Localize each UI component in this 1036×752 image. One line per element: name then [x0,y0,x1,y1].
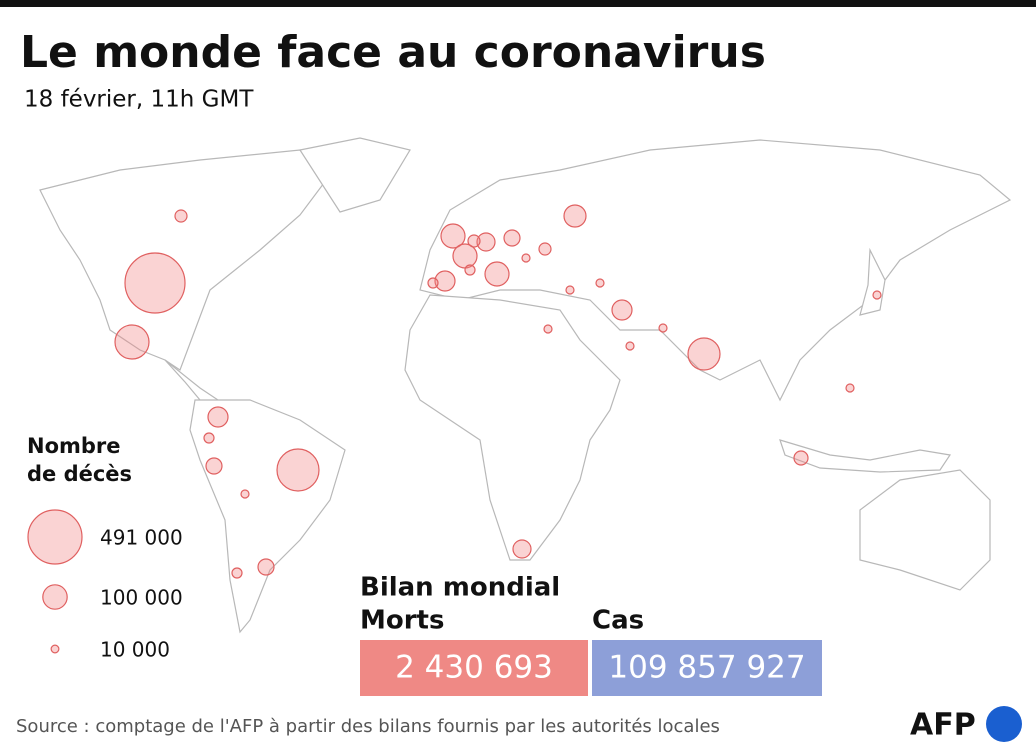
south-america [189,399,346,634]
country-bubble [793,450,809,466]
legend-label: 491 000 [100,526,183,550]
indonesia [779,439,952,473]
country-bubble [174,209,188,223]
country-bubble [658,323,668,333]
legend-title: Nombre [27,434,121,458]
cases-value: 109 857 927 [608,650,805,686]
country-bubble [427,277,439,289]
legend-circle [27,509,83,565]
country-bubble [231,567,243,579]
country-bubble [464,264,476,276]
eurasia [419,139,1012,402]
country-bubble [452,243,478,269]
country-bubble [240,489,250,499]
country-bubble [625,341,635,351]
country-bubble [205,457,223,475]
country-bubble [467,234,481,248]
logo-dot [986,706,1022,742]
greenland [299,137,411,213]
legend-label: 10 000 [100,638,170,662]
australia [859,469,991,591]
country-bubble [503,229,521,247]
north-america [39,149,331,371]
source: Source : comptage de l'AFP à partir des … [16,716,720,737]
summary-title: Bilan mondial [360,573,560,603]
country-bubble [257,558,275,576]
deaths-label: Morts [360,606,444,636]
cases-box [592,640,822,696]
country-bubble [512,539,532,559]
logo: AFP [910,708,976,743]
legend: Nombre de décès 491 000 100 000 10 000 [27,434,183,662]
country-bubble [565,285,575,295]
country-bubble [207,406,229,428]
country-bubbles [114,204,882,579]
country-bubble [543,324,553,334]
country-bubble [114,324,150,360]
country-bubble [845,383,855,393]
country-bubble [434,270,456,292]
country-bubble [476,232,496,252]
country-bubble [440,223,466,249]
legend-label: 100 000 [100,586,183,610]
country-bubble [563,204,587,228]
africa [404,294,621,561]
subtitle: 18 février, 11h GMT [24,87,254,113]
legend-circle [42,584,68,610]
title: Le monde face au coronavirus [20,27,766,78]
country-bubble [538,242,552,256]
country-bubble [872,290,882,300]
country-bubble [484,261,510,287]
country-bubble [203,432,215,444]
world-map [39,137,1012,634]
legend-circle [50,644,60,654]
top-bar [0,0,1036,7]
country-bubble [124,252,186,314]
country-bubble [276,448,320,492]
deaths-box [360,640,588,696]
country-bubble [595,278,605,288]
country-bubble [521,253,531,263]
cases-label: Cas [592,606,644,636]
legend-title: de décès [27,462,132,486]
deaths-value: 2 430 693 [395,650,553,686]
country-bubble [687,337,721,371]
country-bubble [611,299,633,321]
